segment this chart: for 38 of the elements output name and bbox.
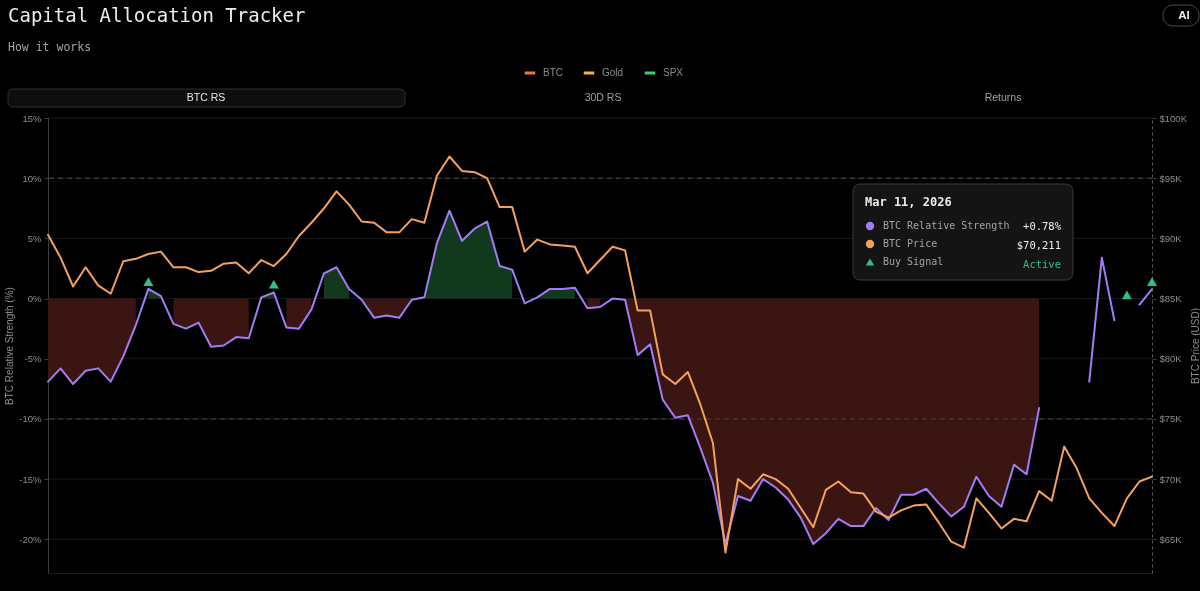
annotation: $70,211 (1016, 239, 1061, 251)
point (1121, 290, 1132, 300)
y2-tick-label: $70K (1159, 473, 1183, 485)
point (268, 279, 279, 289)
annotation: Active (1023, 258, 1061, 270)
y-tick-label: -15% (19, 473, 43, 485)
y2-tick-label: $100K (1159, 112, 1188, 124)
y-tick-label: -5% (24, 353, 43, 365)
y2-tick-label: $75K (1159, 413, 1183, 425)
y-tick-label: 0% (27, 293, 43, 305)
point (143, 277, 154, 287)
legend-label: SPX (663, 67, 684, 78)
text: How it works (8, 40, 92, 54)
y2-tick-label: $90K (1159, 232, 1183, 244)
y-tick-label: -20% (19, 533, 43, 545)
y2-tick-label: $95K (1159, 172, 1183, 184)
text: AI (1178, 8, 1190, 21)
y2-tick-label: $80K (1159, 353, 1183, 365)
y-axis-title: BTC Relative Strength (%) (4, 287, 16, 405)
line-series (47, 155, 1153, 554)
legend-label: Gold (602, 67, 624, 78)
text: Returns (984, 91, 1022, 103)
y-tick-label: -10% (19, 413, 43, 425)
legend-title: Mar 11, 2026 (865, 195, 952, 209)
legend-label: BTC Relative Strength (883, 220, 1010, 231)
legend-label: BTC (543, 67, 563, 78)
chart-title: Capital Allocation Tracker (8, 4, 306, 26)
y2-tick-label: $85K (1159, 293, 1183, 305)
y-tick-label: 5% (27, 232, 43, 244)
point (1147, 277, 1157, 287)
legend-label: BTC Price (883, 238, 938, 249)
y-tick-label: 15% (22, 112, 43, 124)
y-tick-label: 10% (22, 172, 43, 184)
text: 30D RS (584, 91, 622, 103)
text: BTC RS (186, 91, 226, 103)
y2-tick-label: $65K (1159, 533, 1183, 545)
annotation: +0.78% (1023, 220, 1062, 232)
legend-label: Buy Signal (883, 256, 944, 267)
